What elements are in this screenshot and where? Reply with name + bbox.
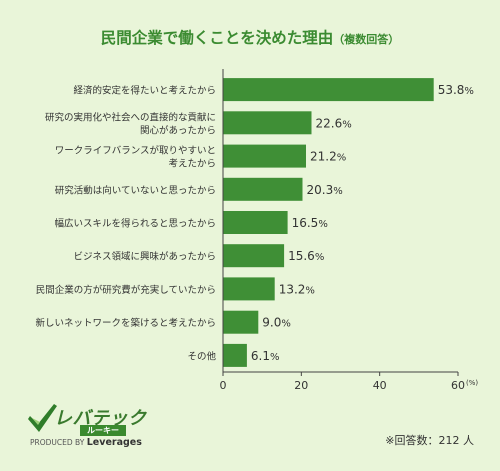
bar (223, 310, 259, 334)
respondent-count: ※回答数：212 人 (385, 434, 474, 447)
category-label: ビジネス領域に興味があったから (73, 251, 216, 263)
x-tick-label: 60 (451, 379, 465, 392)
company-logo: レバテック ルーキー PRODUCED BY Leverages (28, 402, 158, 452)
bar (223, 211, 288, 234)
bar-value-label: 6.1% (251, 349, 280, 363)
logo-produced-label: PRODUCED BY (30, 438, 85, 447)
x-tick-label: 0 (220, 379, 227, 392)
category-label: 研究の実用化や社会への直接的な貢献に関心があったから (45, 111, 216, 136)
chart-title-main: 民間企業で働くことを決めた理由 (100, 29, 334, 47)
logo-sub: ルーキー (80, 425, 126, 436)
bar (223, 277, 275, 301)
chart-title-note: （複数回答） (333, 33, 400, 46)
x-tick-label: 20 (294, 379, 308, 392)
bar (223, 177, 303, 201)
bar-chart: 53.8% 経済的安定を得たいと考えたから 22.6% 研究の実用化や社会への直接的な… (35, 69, 478, 392)
check-mark-icon (28, 404, 57, 432)
bar-value-label: 21.2% (310, 150, 346, 164)
logo-company: Leverages (86, 437, 142, 448)
bar (223, 144, 306, 168)
bar (223, 343, 247, 367)
bar-value-label: 53.8% (438, 83, 474, 97)
bar-value-label: 13.2% (279, 282, 315, 296)
logo-brand: レバテック (54, 408, 147, 429)
chart-title: 民間企業で働くことを決めた理由（複数回答） (0, 26, 500, 48)
category-label: 民間企業の方が研究費が充実していたから (36, 284, 216, 296)
category-label: その他 (187, 350, 216, 362)
category-label: 研究活動は向いていないと思ったから (55, 184, 216, 196)
bar (223, 78, 434, 102)
bar-value-label: 15.6% (288, 249, 324, 263)
bar (223, 244, 285, 268)
category-label: 幅広いスキルを得られると思ったから (54, 218, 216, 230)
bar (223, 111, 312, 135)
bar-value-label: 16.5% (292, 216, 328, 230)
bar-value-label: 22.6% (316, 116, 352, 130)
x-axis-unit: (%) (466, 379, 478, 387)
x-tick-label: 40 (373, 379, 387, 392)
bar-value-label: 9.0% (262, 316, 291, 330)
bar-value-label: 20.3% (307, 183, 343, 197)
category-label: 経済的安定を得たいと考えたから (73, 85, 216, 97)
category-label: 新しいネットワークを築けると考えたから (35, 317, 216, 329)
category-label: ワークライフバランスが取りやすいと考えたから (55, 145, 216, 170)
logo-produced-by: PRODUCED BY Leverages (30, 437, 142, 448)
